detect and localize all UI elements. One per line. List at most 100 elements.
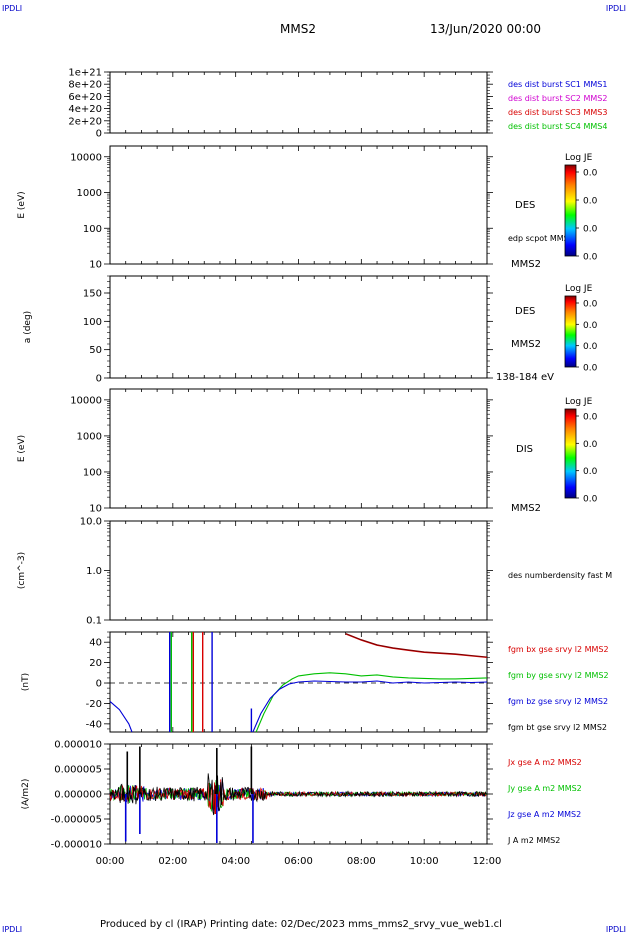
colorbar-1-tick-label: 0.0 [583,197,598,207]
colorbar-2 [564,295,577,368]
panel-6-legend-entry: fgm bx gse srvy l2 MMS2 [508,645,609,654]
colorbar-1-tick-label: 0.0 [583,225,598,235]
panel-3-ytick-label: 50 [89,345,102,356]
panel-7-ytick-label: 0.000005 [54,765,102,776]
colorbar-1-tick-label: 0.0 [583,169,598,179]
panel-5-ytick-label: 10.0 [80,517,102,528]
colorbar-2-tick-label: 0.0 [583,342,598,352]
time-tick-label: 00:00 [96,856,125,867]
panel-2-ytick-label: 10 [89,260,102,271]
panel-6-ytick-label: 20 [89,658,102,669]
panel-3-label-des: DES [515,306,535,317]
panel-7-noise-black [109,773,487,816]
panel-5-legend-entry: des numberdensity fast M [508,571,612,580]
panel-6-ytick-label: 0 [96,679,102,690]
panel-4-ylabel: E (eV) [17,435,27,462]
panel-6-ytick-label: 40 [89,638,102,649]
time-tick-label: 08:00 [347,856,376,867]
colorbar-3-tick-label: 0.0 [583,467,598,477]
spacecraft-title: MMS2 [280,22,316,36]
panel-5-ytick-label: 1.0 [86,566,102,577]
panel-3-ylabel: a (deg) [23,311,33,343]
panel-7-ytick-label: 0.000000 [54,790,102,801]
colorbar-3-tick-label: 0.0 [583,440,598,450]
panel-4-label-mms2: MMS2 [511,503,541,514]
panel-2-ytick-label: 10000 [70,152,102,163]
panel-4-ytick-label: 1000 [77,431,102,442]
panel-2-label-scpot: edp scpot MMS2 [508,234,574,243]
panel-4-label-dis: DIS [516,444,533,455]
panel-7-ylabel: (A/m2) [21,779,31,810]
corner-label-top-right: IPDLI [605,4,626,13]
colorbar-3-tick-label: 0.0 [583,495,598,505]
panel-3-frame [109,275,488,379]
colorbar-2-title: Log JE [565,284,593,294]
panel-6-series-by [255,672,488,733]
colorbar-1-title: Log JE [565,153,593,163]
panel-7-legend-entry: Jy gse A m2 MMS2 [507,784,582,793]
datetime-title: 13/Jun/2020 00:00 [430,22,542,36]
panel-2-label-des: DES [515,200,535,211]
colorbar-3-tick-label: 0.0 [583,413,598,423]
colorbar-2-tick-label: 0.0 [583,364,598,374]
panel-7-legend-entry: Jz gse A m2 MMS2 [507,810,581,819]
panel-1-ytick-label: 0 [96,129,102,140]
panel-4-ytick-label: 10 [89,504,102,515]
panel-1-ytick-label: 2e+20 [68,116,102,127]
panel-6-ytick-label: -20 [86,699,102,710]
panel-2-ytick-label: 100 [83,224,102,235]
panel-2-ylabel: E (eV) [17,191,27,218]
colorbar-3 [564,408,577,499]
panel-7-ytick-label: -0.000010 [51,840,102,851]
corner-label-bottom-left: IPDLI [2,925,23,934]
panel-3-label-mms2: MMS2 [511,339,541,350]
time-tick-label: 10:00 [410,856,439,867]
panel-6-legend-entry: fgm bt gse srvy l2 MMS2 [508,723,607,732]
panel-1-ytick-label: 8e+20 [68,80,102,91]
panel-6-ytick-label: -40 [86,719,102,730]
panel-4-frame [109,388,488,509]
panel-5-frame [109,520,488,621]
panel-1-ytick-label: 6e+20 [68,92,102,103]
footer-text: Produced by cl (IRAP) Printing date: 02/… [100,919,502,930]
panel-2-label-mms2: MMS2 [511,259,541,270]
panel-1-legend-entry: des dist burst SC2 MMS2 [508,94,607,103]
panel-2-frame [109,145,488,265]
corner-label-top-left: IPDLI [2,4,23,13]
panel-7-legend-entry: Jx gse A m2 MMS2 [507,758,582,767]
panel-6-ylabel: (nT) [21,673,31,691]
panel-3-ytick-label: 150 [83,289,102,300]
panel-3-ytick-label: 100 [83,317,102,328]
panel-7-ytick-label: 0.000010 [54,740,102,751]
panel-1-ytick-label: 1e+21 [68,68,102,79]
panel-1-legend-entry: des dist burst SC1 MMS1 [508,80,607,89]
panel-3-ytick-label: 0 [96,374,102,385]
panel-5-ylabel: (cm^-3) [17,552,27,589]
panel-6-series-bx [345,633,488,659]
panel-6-series-bz [109,700,133,733]
panel-4-ytick-label: 100 [83,467,102,478]
panel-7-legend-entry: J A m2 MMS2 [507,836,560,845]
panel-1-frame [109,71,488,134]
panel-1-ytick-label: 4e+20 [68,104,102,115]
panel-1-legend-entry: des dist burst SC4 MMS4 [508,122,607,131]
panel-6-series-bz [252,680,488,733]
panel-4-ytick-label: 10000 [70,395,102,406]
time-tick-label: 02:00 [158,856,187,867]
panel-3-label-energy: 138-184 eV [496,372,554,383]
panel-1-legend-entry: des dist burst SC3 MMS3 [508,108,607,117]
time-tick-label: 12:00 [473,856,502,867]
colorbar-1-tick-label: 0.0 [583,253,598,263]
colorbar-3-title: Log JE [565,397,593,407]
corner-label-bottom-right: IPDLI [605,925,626,934]
panel-7-ytick-label: -0.000005 [51,815,102,826]
panel-5-ytick-label: 0.1 [86,616,102,627]
time-tick-label: 06:00 [284,856,313,867]
colorbar-1 [564,164,577,257]
colorbar-2-tick-label: 0.0 [583,321,598,331]
time-tick-label: 04:00 [221,856,250,867]
panel-6-legend-entry: fgm by gse srvy l2 MMS2 [508,671,609,680]
panel-2-ytick-label: 1000 [77,188,102,199]
panel-6-legend-entry: fgm bz gse srvy l2 MMS2 [508,697,608,706]
